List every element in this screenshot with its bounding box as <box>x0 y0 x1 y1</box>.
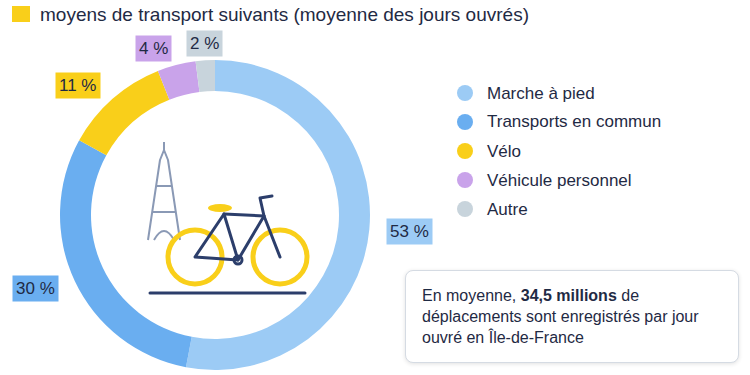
svg-text:Autre: Autre <box>487 200 528 219</box>
svg-text:Vélo: Vélo <box>487 142 521 161</box>
svg-text:30 %: 30 % <box>16 279 55 298</box>
svg-text:11 %: 11 % <box>59 76 97 95</box>
svg-text:Marche à pied: Marche à pied <box>487 84 595 103</box>
svg-text:Transports en commun: Transports en commun <box>487 112 661 131</box>
svg-text:Véhicule personnel: Véhicule personnel <box>487 171 632 190</box>
svg-text:moyens de transport suivants (: moyens de transport suivants (moyenne de… <box>40 4 529 25</box>
svg-text:2 %: 2 % <box>190 34 219 53</box>
html-text:En moyenne, 34,5 millions de d: En moyenne, 34,5 millions de déplacement… <box>422 287 699 346</box>
svg-text:4 %: 4 % <box>139 39 168 58</box>
svg-text:53 %: 53 % <box>390 222 429 241</box>
